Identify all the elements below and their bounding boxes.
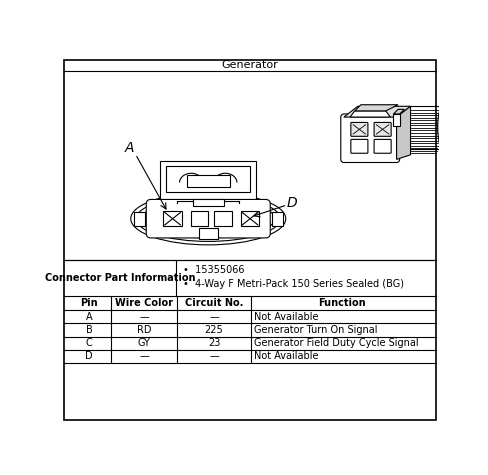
Text: A: A (86, 312, 93, 322)
Text: Pin: Pin (81, 298, 98, 308)
Polygon shape (393, 109, 405, 114)
Polygon shape (350, 111, 390, 117)
Text: C: C (86, 338, 93, 348)
FancyBboxPatch shape (341, 114, 400, 162)
Bar (193, 200, 224, 206)
Text: B: B (86, 325, 93, 335)
Text: —: — (209, 312, 219, 322)
Polygon shape (355, 105, 398, 111)
Bar (163, 211, 182, 227)
Text: —: — (209, 351, 219, 361)
Bar (199, 228, 218, 239)
Text: Function: Function (318, 298, 366, 308)
FancyBboxPatch shape (374, 123, 391, 136)
Text: Wire Color: Wire Color (115, 298, 173, 308)
Text: —: — (140, 351, 149, 361)
Text: GY: GY (138, 338, 151, 348)
Text: —: — (140, 312, 149, 322)
Bar (166, 166, 250, 192)
Text: Not Available: Not Available (254, 351, 319, 361)
Bar (186, 175, 230, 187)
Bar (241, 211, 260, 227)
FancyBboxPatch shape (351, 139, 368, 153)
Text: Generator Field Duty Cycle Signal: Generator Field Duty Cycle Signal (254, 338, 419, 348)
Ellipse shape (136, 196, 280, 241)
Text: Not Available: Not Available (254, 312, 319, 322)
Polygon shape (344, 106, 410, 117)
Text: 23: 23 (208, 338, 220, 348)
FancyBboxPatch shape (374, 139, 391, 153)
Ellipse shape (438, 106, 448, 148)
Bar (191, 211, 208, 227)
Text: Generator Turn On Signal: Generator Turn On Signal (254, 325, 378, 335)
Text: Connector Part Information: Connector Part Information (44, 273, 195, 283)
Text: A: A (124, 141, 134, 155)
Text: RD: RD (137, 325, 152, 335)
Text: 225: 225 (204, 325, 224, 335)
FancyBboxPatch shape (146, 200, 270, 238)
Text: •  15355066: • 15355066 (183, 266, 245, 276)
Bar (393, 114, 400, 126)
Ellipse shape (147, 203, 269, 235)
Text: D: D (286, 196, 297, 210)
Ellipse shape (142, 200, 275, 238)
Bar (160, 161, 256, 201)
FancyBboxPatch shape (351, 123, 368, 136)
Ellipse shape (152, 206, 264, 231)
Text: Circuit No.: Circuit No. (185, 298, 243, 308)
Bar (134, 212, 145, 226)
Text: •  4-Way F Metri-Pack 150 Series Sealed (BG): • 4-Way F Metri-Pack 150 Series Sealed (… (183, 279, 405, 289)
Bar (272, 212, 283, 226)
Polygon shape (397, 106, 410, 160)
Bar (214, 211, 231, 227)
Ellipse shape (131, 192, 286, 245)
Text: D: D (85, 351, 93, 361)
Text: Generator: Generator (222, 60, 279, 70)
